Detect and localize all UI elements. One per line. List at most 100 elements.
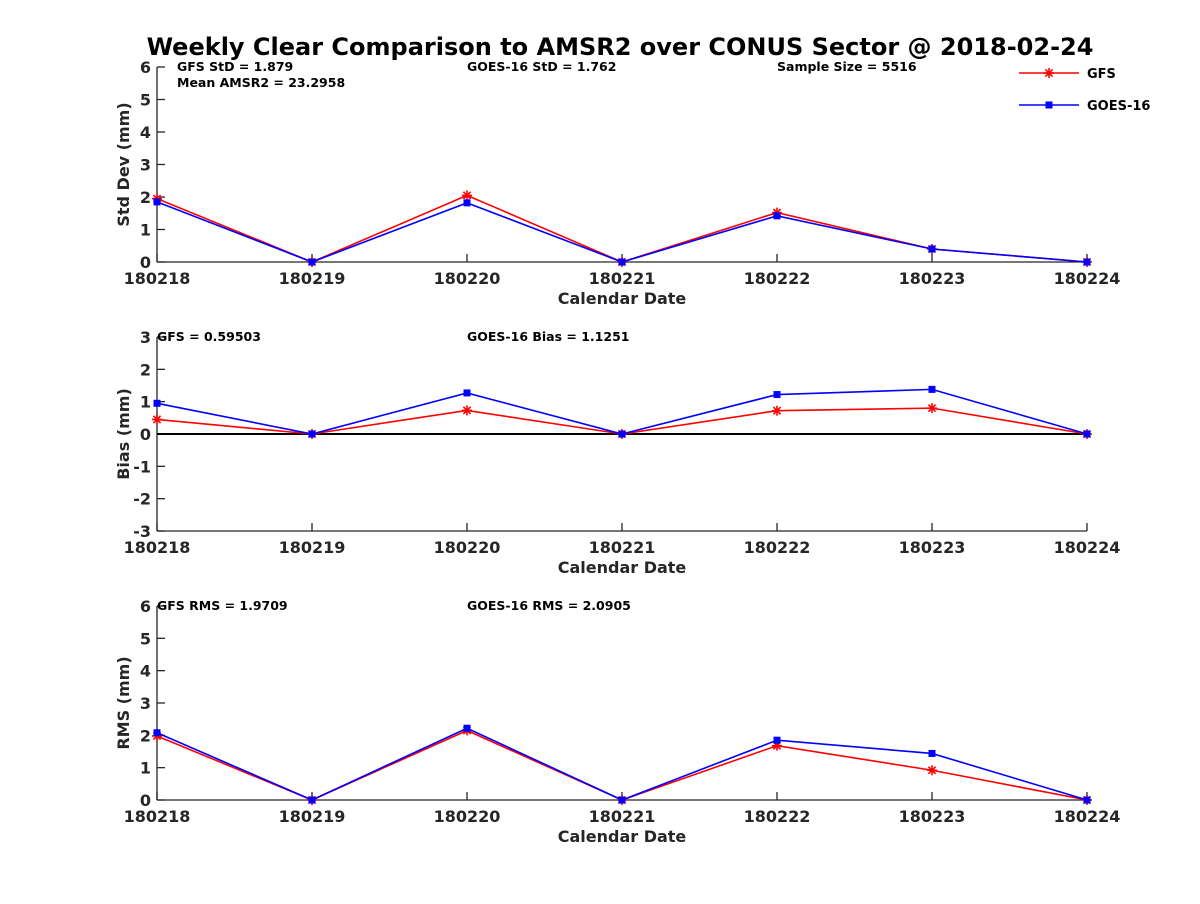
x-tick-label: 180223 bbox=[899, 538, 966, 557]
y-tick-label: 6 bbox=[140, 597, 151, 616]
x-tick-label: 180221 bbox=[589, 807, 656, 826]
data-point-goes16 bbox=[153, 198, 161, 206]
y-tick-label: 2 bbox=[140, 188, 151, 207]
series-line-gfs bbox=[156, 194, 1088, 263]
x-tick-label: 180223 bbox=[899, 269, 966, 288]
asterisk-stroke bbox=[927, 766, 937, 775]
y-tick-label: 3 bbox=[140, 156, 151, 175]
y-tick-label: 1 bbox=[140, 759, 151, 778]
y-tick-label: -2 bbox=[133, 490, 151, 509]
data-point-goes16 bbox=[773, 736, 781, 744]
data-point-goes16 bbox=[308, 258, 316, 266]
x-tick-label: 180222 bbox=[744, 269, 811, 288]
x-tick-label: 180222 bbox=[744, 807, 811, 826]
y-tick-label: 4 bbox=[140, 123, 151, 142]
data-point-gfs bbox=[152, 414, 162, 425]
data-point-goes16 bbox=[463, 389, 471, 397]
y-tick-label: 3 bbox=[140, 694, 151, 713]
asterisk-stroke bbox=[462, 406, 472, 415]
x-tick-label: 180220 bbox=[434, 538, 501, 557]
data-point-goes16 bbox=[618, 796, 626, 804]
y-tick-label: -1 bbox=[133, 457, 151, 476]
asterisk-stroke bbox=[772, 406, 782, 415]
panel-2: -3 -2 -1 0 1 2 3 180218 180219 180220 180221 180222… bbox=[114, 328, 1120, 577]
y-tick-label: 5 bbox=[140, 91, 151, 110]
asterisk-stroke bbox=[462, 191, 472, 200]
series-line-goes-16 bbox=[156, 201, 1088, 263]
data-point-goes16 bbox=[1083, 796, 1091, 804]
y-tick-label: -3 bbox=[133, 522, 151, 541]
legend-marker-asterisk bbox=[1044, 68, 1054, 78]
stat-annotation: GFS RMS = 1.9709 bbox=[157, 598, 288, 613]
data-point-goes16 bbox=[463, 199, 471, 207]
x-tick-label: 180221 bbox=[589, 538, 656, 557]
legend: GFS GOES-16 bbox=[1019, 67, 1150, 114]
panel-1: 0 1 2 3 4 5 6 180218 180219 180220 180221 180222 180… bbox=[114, 58, 1120, 308]
x-tick-label: 180224 bbox=[1054, 807, 1121, 826]
y-tick-label: 0 bbox=[140, 425, 151, 444]
x-tick-label: 180219 bbox=[279, 269, 346, 288]
data-point-gfs bbox=[927, 403, 937, 414]
x-tick-label: 180221 bbox=[589, 269, 656, 288]
x-tick-label: 180224 bbox=[1054, 538, 1121, 557]
data-point-goes16 bbox=[928, 749, 936, 757]
data-point-goes16 bbox=[153, 729, 161, 737]
y-tick-label: 1 bbox=[140, 393, 151, 412]
data-point-goes16 bbox=[1083, 430, 1091, 438]
legend-label: GOES-16 bbox=[1087, 99, 1150, 114]
stat-annotation: GFS StD = 1.879 bbox=[177, 59, 293, 74]
data-point-goes16 bbox=[153, 399, 161, 407]
data-point-goes16 bbox=[928, 385, 936, 393]
x-tick-label: 180218 bbox=[124, 807, 191, 826]
stat-annotation: GOES-16 RMS = 2.0905 bbox=[467, 598, 631, 613]
y-tick-label: 5 bbox=[140, 629, 151, 648]
stat-annotation: GFS = 0.59503 bbox=[157, 329, 261, 344]
y-axis-label: RMS (mm) bbox=[114, 656, 133, 749]
data-point-goes16 bbox=[1083, 258, 1091, 266]
x-tick-label: 180222 bbox=[744, 538, 811, 557]
legend-label: GFS bbox=[1087, 67, 1116, 82]
asterisk-stroke bbox=[152, 415, 162, 424]
y-tick-label: 2 bbox=[140, 360, 151, 379]
x-axis-label: Calendar Date bbox=[558, 289, 687, 308]
series-line-goes-16 bbox=[156, 388, 1088, 435]
data-point-goes16 bbox=[308, 796, 316, 804]
series-line-goes-16 bbox=[156, 727, 1088, 801]
x-tick-label: 180219 bbox=[279, 538, 346, 557]
asterisk-stroke bbox=[927, 403, 937, 413]
data-point-gfs bbox=[772, 405, 782, 416]
data-point-goes16 bbox=[773, 391, 781, 399]
x-axis-label: Calendar Date bbox=[558, 827, 687, 846]
y-tick-label: 0 bbox=[140, 791, 151, 810]
stat-annotation: GOES-16 Bias = 1.1251 bbox=[467, 329, 629, 344]
data-point-goes16 bbox=[618, 258, 626, 266]
data-point-goes16 bbox=[463, 724, 471, 732]
data-point-goes16 bbox=[928, 245, 936, 253]
chart-title: Weekly Clear Comparison to AMSR2 over CO… bbox=[147, 33, 1094, 61]
x-tick-label: 180223 bbox=[899, 807, 966, 826]
panel-3: 0 1 2 3 4 5 6 180218 180219 180220 180221 180222 180… bbox=[114, 597, 1120, 846]
x-tick-label: 180220 bbox=[434, 269, 501, 288]
data-point-gfs bbox=[462, 190, 472, 201]
y-tick-label: 4 bbox=[140, 662, 151, 681]
data-point-goes16 bbox=[618, 430, 626, 438]
x-tick-label: 180219 bbox=[279, 807, 346, 826]
x-tick-label: 180218 bbox=[124, 538, 191, 557]
stat-annotation: Mean AMSR2 = 23.2958 bbox=[177, 75, 345, 90]
y-tick-label: 1 bbox=[140, 221, 151, 240]
y-tick-label: 2 bbox=[140, 726, 151, 745]
data-point-goes16 bbox=[308, 430, 316, 438]
y-axis-label: Bias (mm) bbox=[114, 388, 133, 480]
x-tick-label: 180220 bbox=[434, 807, 501, 826]
data-point-gfs bbox=[462, 405, 472, 416]
x-tick-label: 180224 bbox=[1054, 269, 1121, 288]
data-point-goes16 bbox=[773, 212, 781, 220]
y-tick-label: 6 bbox=[140, 58, 151, 77]
y-tick-label: 0 bbox=[140, 253, 151, 272]
y-axis-label: Std Dev (mm) bbox=[114, 102, 133, 226]
stat-annotation: GOES-16 StD = 1.762 bbox=[467, 59, 616, 74]
x-axis-label: Calendar Date bbox=[558, 558, 687, 577]
y-tick-label: 3 bbox=[140, 328, 151, 347]
asterisk-stroke bbox=[1044, 68, 1054, 78]
